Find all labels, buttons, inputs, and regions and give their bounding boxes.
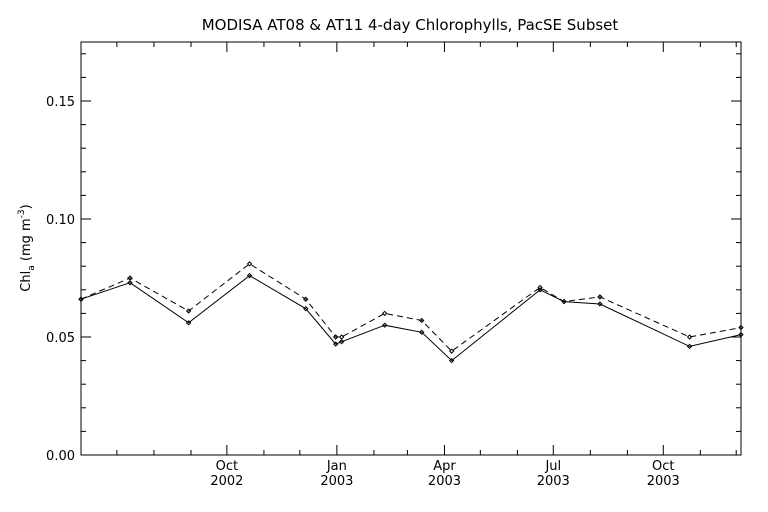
series-point-2 [597, 294, 603, 300]
plot-frame [80, 41, 742, 456]
series-point-2 [127, 275, 133, 281]
series-point-2 [448, 348, 455, 354]
series-point-2 [338, 334, 345, 340]
y-axis-label-units: (mg m [19, 218, 34, 265]
series-line-2 [80, 263, 742, 352]
x-tick-month: Oct [652, 459, 674, 474]
series-point-1 [686, 343, 693, 350]
series-point-2 [246, 261, 253, 267]
series-point-1 [246, 272, 253, 279]
x-tick-year: 2003 [428, 474, 461, 489]
series-point-1 [303, 305, 309, 312]
series-point-2 [686, 334, 693, 340]
series-layer [78, 261, 744, 364]
series-point-2 [185, 308, 192, 314]
series-line-1 [80, 274, 742, 362]
y-axis: 0.00 0.05 0.10 0.15 [46, 95, 75, 464]
series-point-2 [303, 296, 309, 302]
series-point-1 [332, 341, 339, 347]
x-tick-month: Jul [544, 459, 561, 474]
series-point-2 [381, 310, 388, 317]
series-point-1 [448, 357, 455, 364]
x-tick-year: 2003 [647, 474, 680, 489]
series-point-2 [332, 334, 339, 340]
series-point-2 [537, 284, 543, 291]
y-tick-label: 0.05 [46, 331, 75, 346]
series-point-1 [185, 320, 192, 326]
y-axis-label: Chla (mg m-3) [17, 204, 37, 291]
y-tick-label: 0.15 [46, 95, 75, 110]
x-tick-month: Jan [326, 459, 347, 474]
series-point-2 [78, 296, 84, 302]
x-tick-year: 2002 [210, 474, 243, 489]
y-tick-label: 0.00 [46, 449, 75, 464]
y-axis-label-close: ) [19, 204, 34, 209]
series-point-2 [561, 298, 567, 305]
series-point-1 [127, 280, 133, 286]
y-axis-label-sub: a [27, 265, 37, 271]
series-point-1 [597, 301, 603, 307]
x-tick-year: 2003 [537, 474, 570, 489]
series-point-1 [338, 339, 345, 345]
chart-title: MODISA AT08 & AT11 4-day Chlorophylls, P… [202, 16, 619, 34]
y-tick-label: 0.10 [46, 213, 75, 228]
y-axis-label-sup: -3 [17, 209, 27, 218]
y-axis-label-main: Chl [19, 271, 34, 292]
series-point-1 [419, 329, 425, 335]
series-point-2 [419, 317, 425, 324]
x-tick-month: Oct [216, 459, 238, 474]
x-tick-month: Apr [433, 459, 456, 474]
series-point-1 [738, 331, 744, 338]
x-tick-year: 2003 [320, 474, 353, 489]
minor-ticks [80, 42, 741, 456]
series-point-2 [738, 324, 744, 331]
series-point-1 [381, 322, 388, 328]
